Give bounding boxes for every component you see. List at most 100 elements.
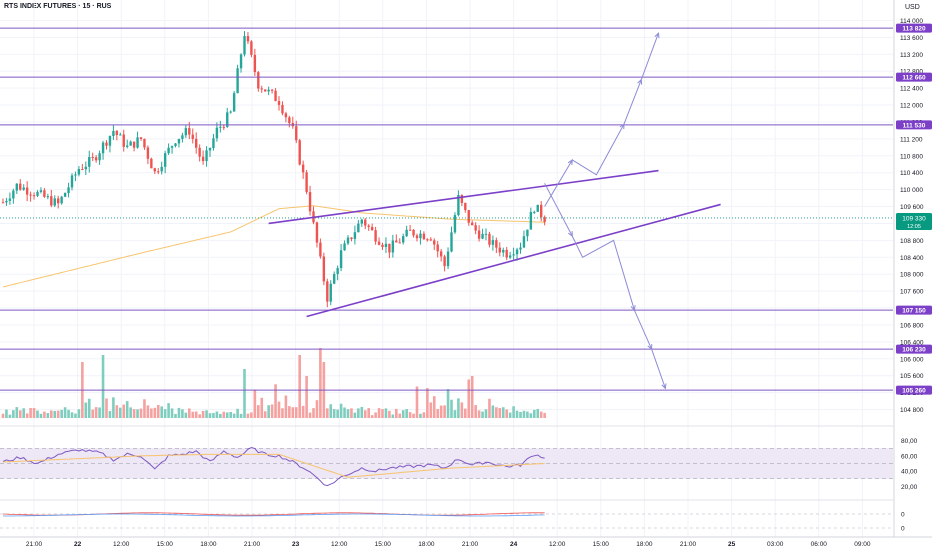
- volume-bar: [184, 412, 188, 418]
- volume-bar: [498, 408, 502, 418]
- candle-body: [91, 156, 94, 158]
- candle-body: [132, 141, 136, 148]
- level-label-bg: [896, 23, 932, 33]
- candle-body: [122, 134, 125, 147]
- time-tick-label: 18:00: [418, 541, 435, 548]
- candle-body: [388, 243, 391, 253]
- volume-bar: [408, 412, 412, 418]
- rsi-line: [2, 446, 545, 487]
- volume-bar: [336, 409, 339, 418]
- volume-bar: [239, 413, 243, 418]
- candle-body: [315, 222, 319, 243]
- time-tick-label: 12:00: [549, 541, 566, 548]
- volume-bar: [22, 408, 25, 418]
- candle-body: [5, 200, 8, 203]
- volume-bar: [74, 413, 77, 418]
- volume-bar: [446, 389, 450, 418]
- volume-bar: [229, 412, 232, 418]
- candle-body: [295, 126, 298, 141]
- rsi-tick-label: 60,00: [901, 453, 918, 460]
- level-label-bg: [896, 72, 932, 82]
- volume-bar: [457, 398, 460, 418]
- price-tick-label: 114 000: [900, 18, 923, 25]
- candle-body: [205, 150, 208, 162]
- candle-body: [491, 240, 495, 245]
- candle-body: [143, 138, 146, 148]
- candle-body: [429, 239, 432, 241]
- volume-bar: [260, 397, 264, 418]
- volume-bar: [443, 405, 446, 418]
- volume-bar: [170, 408, 174, 418]
- candle-body: [346, 237, 350, 244]
- volume-bar: [343, 407, 346, 418]
- volume-bar: [63, 407, 67, 418]
- candle-body: [191, 134, 194, 139]
- candle-body: [481, 233, 484, 239]
- candle-body: [1, 202, 5, 204]
- level-label-bg: [896, 344, 932, 354]
- candle-body: [405, 229, 408, 237]
- volume-bar: [5, 409, 8, 418]
- time-axis[interactable]: 21:00 22 12:00 15:00 18:00 21:00 23 12:00 15:00 1…: [0, 536, 932, 548]
- candle-body: [370, 226, 374, 231]
- volume-bar: [115, 405, 119, 418]
- candle-body: [353, 232, 357, 239]
- volume-bar: [53, 410, 57, 418]
- volume-bar: [384, 408, 388, 418]
- candle-body: [508, 255, 512, 258]
- volume-bar: [326, 408, 329, 418]
- volume-bar: [522, 410, 526, 418]
- candle-body: [439, 251, 443, 257]
- volume-bar: [84, 402, 88, 418]
- candle-body: [419, 233, 422, 239]
- volume-bar: [395, 408, 398, 418]
- volume-bar: [401, 410, 405, 418]
- candle-body: [115, 130, 119, 135]
- volume-bar: [533, 409, 536, 418]
- candle-body: [381, 244, 384, 248]
- arrow-head: [619, 123, 625, 130]
- price-tick-label: 108 400: [900, 255, 924, 262]
- candle-body: [25, 187, 29, 195]
- volume-bar: [263, 411, 267, 418]
- time-tick-label: 21:00: [462, 541, 479, 548]
- level-label: 112 660: [902, 75, 926, 82]
- volume-bar: [194, 411, 198, 418]
- candle-body: [215, 127, 219, 139]
- volume-bar: [129, 407, 132, 418]
- volume-bar: [495, 407, 498, 418]
- candle-body: [339, 250, 343, 269]
- current-price-label: 109 330: [902, 215, 926, 222]
- volume-bar: [432, 396, 436, 418]
- candle-body: [246, 36, 250, 42]
- volume-bar: [146, 405, 150, 418]
- candle-body: [119, 134, 122, 136]
- arrow-head: [647, 344, 653, 351]
- volume-bar: [36, 410, 39, 418]
- volume-bar: [139, 408, 143, 418]
- price-tick-label: 104 800: [900, 407, 924, 414]
- volume-bar: [405, 409, 408, 418]
- arrow-head: [630, 305, 636, 312]
- candle-body: [395, 240, 398, 243]
- candle-body: [474, 225, 477, 231]
- candle-body: [412, 229, 415, 236]
- candle-body: [398, 242, 401, 244]
- volume-bar: [436, 409, 439, 418]
- level-label: 107 150: [902, 308, 926, 315]
- candle-body: [136, 137, 139, 148]
- volume-bar: [284, 395, 288, 418]
- level-label: 113 820: [902, 26, 926, 33]
- candle-body: [443, 256, 446, 267]
- candle-body: [77, 169, 81, 175]
- volume-bar: [91, 409, 94, 418]
- candle-body: [53, 198, 56, 206]
- price-tick-label: 106 400: [900, 339, 924, 346]
- volume-bar: [46, 413, 50, 418]
- candle-body: [8, 198, 12, 201]
- volume-bar: [312, 408, 315, 418]
- candle-body: [319, 242, 322, 257]
- candle-body: [157, 171, 160, 173]
- volume-bar: [474, 405, 477, 418]
